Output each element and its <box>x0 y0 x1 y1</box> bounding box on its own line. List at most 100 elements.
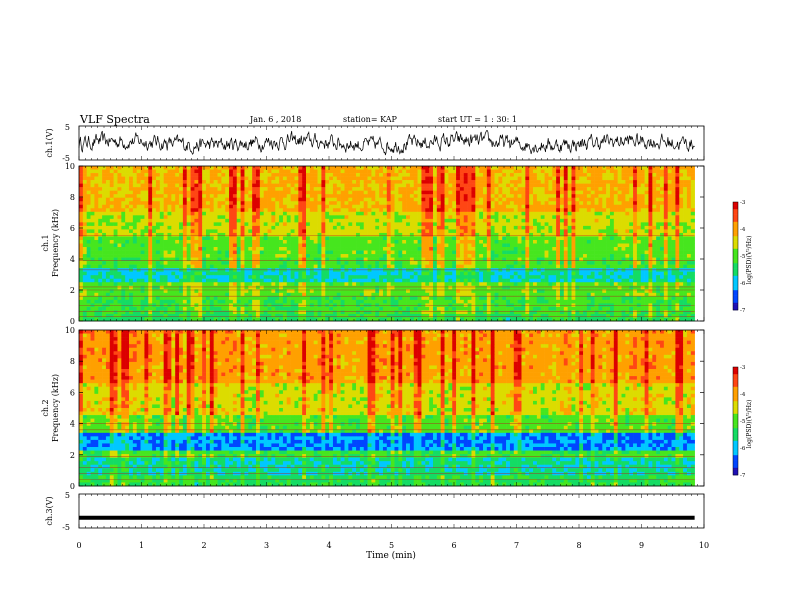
spectrogram-cell <box>594 173 599 177</box>
spectrogram-cell <box>552 264 557 269</box>
spectrogram-cell <box>102 187 107 191</box>
spectrogram-cell <box>340 187 345 191</box>
spectrogram-cell <box>267 183 272 188</box>
spectrogram-cell <box>132 275 138 280</box>
spectrogram-cell <box>536 239 542 244</box>
spectrogram-cell <box>90 243 95 248</box>
spectrogram-cell <box>359 232 365 237</box>
spectrogram-cell <box>656 176 661 181</box>
spectrogram-cell <box>286 194 291 198</box>
spectrogram-cell <box>444 204 449 209</box>
spectrogram-cell <box>232 201 238 206</box>
spectrogram-cell <box>390 222 395 227</box>
spectrogram-cell <box>467 261 472 265</box>
spectrogram-cell <box>398 211 403 216</box>
spectrogram-cell <box>221 243 226 248</box>
spectrogram-cell <box>167 225 172 230</box>
spectrogram-cell <box>440 257 445 262</box>
spectrogram-cell <box>359 225 365 230</box>
spectrogram-cell <box>225 194 230 198</box>
spectrogram-cell <box>217 218 222 223</box>
spectrogram-cell <box>432 208 438 213</box>
spectrogram-cell <box>282 194 288 198</box>
spectrogram-cell <box>171 204 176 209</box>
spectrogram-cell <box>525 169 530 174</box>
spectrogram-cell <box>332 254 338 258</box>
spectrogram-cell <box>621 222 626 227</box>
spectrogram-cell <box>629 187 634 191</box>
spectrogram-cell <box>640 190 645 195</box>
spectrogram-cell <box>529 222 534 227</box>
spectrogram-cell <box>186 183 191 188</box>
spectrogram-cell <box>213 236 218 241</box>
spectrogram-cell <box>590 222 595 227</box>
spectrogram-cell <box>198 271 203 276</box>
spectrogram-cell <box>121 257 126 262</box>
spectrogram-cell <box>629 211 634 216</box>
spectrogram-cell <box>344 243 349 248</box>
spectrogram-cell <box>521 229 526 234</box>
spectrogram-cell <box>660 180 665 184</box>
spectrogram-cell <box>675 180 680 184</box>
spectrogram-cell <box>625 271 630 276</box>
spectrogram-cell <box>448 257 453 262</box>
spectrogram-cell <box>636 229 642 234</box>
spectrogram-cell <box>429 194 434 198</box>
spectrogram-cell <box>140 229 145 234</box>
spectrogram-cell <box>483 173 488 177</box>
spectrogram-cell <box>563 183 568 188</box>
spectrogram-cell <box>102 169 107 174</box>
spectrogram-cell <box>155 208 161 213</box>
spectrogram-cell <box>475 261 480 265</box>
spectrogram-cell <box>513 173 518 177</box>
spectrogram-cell <box>686 190 692 195</box>
spectrogram-cell <box>498 247 503 251</box>
spectrogram-cell <box>190 264 195 269</box>
spectrogram-cell <box>579 243 584 248</box>
spectrogram-cell <box>302 264 307 269</box>
spectrogram-cell <box>332 208 338 213</box>
spectrogram-cell <box>406 239 411 244</box>
spectrogram-cell <box>121 204 126 209</box>
spectrogram-cell <box>548 218 553 223</box>
spectrogram-cell <box>186 225 191 230</box>
spectrogram-cell <box>263 211 268 216</box>
spectrogram-cell <box>394 222 399 227</box>
spectrogram-cell <box>617 250 622 255</box>
spectrogram-cell <box>313 187 318 191</box>
spectrogram-cell <box>459 176 465 181</box>
spectrogram-cell <box>463 264 468 269</box>
spectrogram-cell <box>348 204 353 209</box>
spectrogram-cell <box>232 204 238 209</box>
spectrogram-cell <box>179 247 184 251</box>
spectrogram-cell <box>252 215 257 220</box>
spectrogram-cell <box>421 180 426 184</box>
spectrogram-cell <box>406 169 411 174</box>
spectrogram-cell <box>279 180 284 184</box>
spectrogram-cell <box>571 176 576 181</box>
spectrogram-cell <box>252 197 257 202</box>
spectrogram-cell <box>533 215 538 220</box>
spectrogram-cell <box>213 194 218 198</box>
spectrogram-cell <box>232 169 238 174</box>
spectrogram-cell <box>517 187 522 191</box>
spectrogram-cell <box>232 183 238 188</box>
spectrogram-cell <box>105 180 111 184</box>
spectrogram-cell <box>586 261 592 265</box>
spectrogram-cell <box>155 218 161 223</box>
spectrogram-cell <box>332 183 338 188</box>
spectrogram-cell <box>509 201 515 206</box>
spectrogram-cell <box>275 218 280 223</box>
spectrogram-cell <box>409 183 415 188</box>
spectrogram-cell <box>209 194 214 198</box>
spectrogram-cell <box>598 222 603 227</box>
spectrogram-cell <box>209 218 214 223</box>
spectrogram-cell <box>667 183 672 188</box>
spectrogram-cell <box>440 250 445 255</box>
spectrogram-cell <box>559 180 565 184</box>
spectrogram-cell <box>348 208 353 213</box>
spectrogram-cell <box>282 208 288 213</box>
spectrogram-cell <box>275 243 280 248</box>
spectrogram-cell <box>309 225 315 230</box>
spectrogram-cell <box>132 254 138 258</box>
